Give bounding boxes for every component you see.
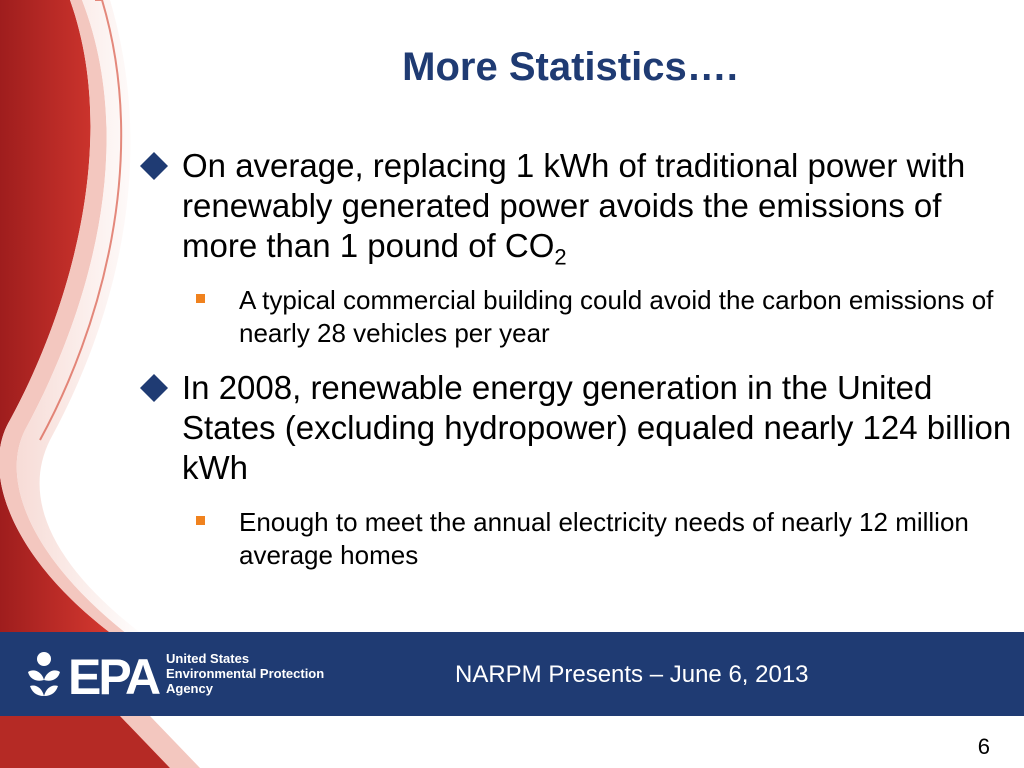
bullet-text-main: On average, replacing 1 kWh of tradition… <box>182 147 966 264</box>
page-number: 6 <box>977 734 990 759</box>
square-icon <box>196 516 205 525</box>
presentation-footer-text: NARPM Presents – June 6, 2013 <box>455 661 809 688</box>
bullet-text: In 2008, renewable energy generation in … <box>182 369 1012 486</box>
diamond-icon <box>140 152 168 180</box>
co2-subscript: 2 <box>554 244 567 270</box>
agency-line: United States <box>166 651 250 666</box>
sub-bullet-text: Enough to meet the annual electricity ne… <box>239 507 969 570</box>
agency-name: United States Environmental Protection A… <box>166 651 324 696</box>
diamond-icon <box>140 374 168 402</box>
square-icon <box>196 294 205 303</box>
bullet-text: On average, replacing 1 kWh of tradition… <box>182 146 1012 278</box>
footer-band <box>0 632 1024 716</box>
sub-bullet-text: A typical commercial building could avoi… <box>239 285 994 348</box>
epa-logo: EPA <box>28 650 163 698</box>
slide-title: More Statistics…. <box>402 45 738 89</box>
epa-logo-text: EPA <box>68 650 160 698</box>
agency-line: Environmental Protection <box>166 666 325 681</box>
agency-line: Agency <box>166 681 213 696</box>
epa-flower-icon <box>28 652 60 696</box>
